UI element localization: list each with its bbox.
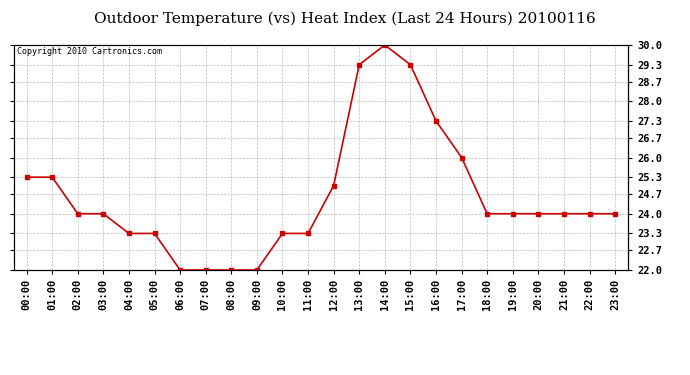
- Text: Copyright 2010 Cartronics.com: Copyright 2010 Cartronics.com: [17, 47, 162, 56]
- Text: Outdoor Temperature (vs) Heat Index (Last 24 Hours) 20100116: Outdoor Temperature (vs) Heat Index (Las…: [94, 11, 596, 26]
